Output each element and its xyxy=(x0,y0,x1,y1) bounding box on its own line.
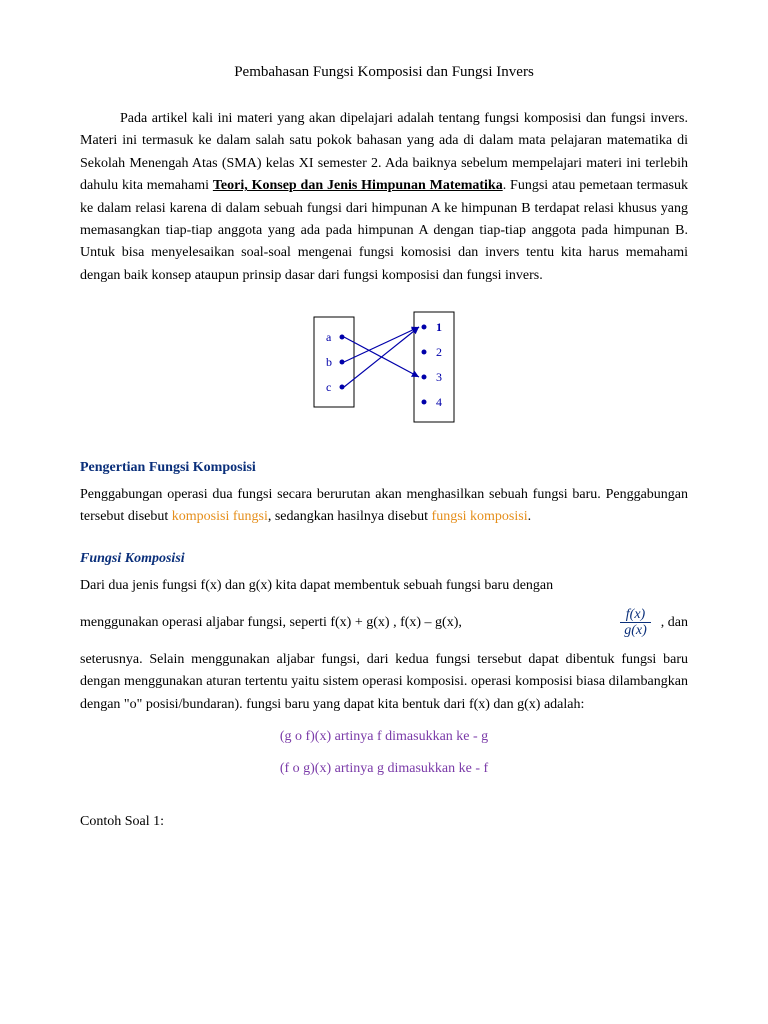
heading-pengertian: Pengertian Fungsi Komposisi xyxy=(80,457,688,479)
formula-1: (g o f)(x) artinya f dimasukkan ke - g xyxy=(80,726,688,748)
page-title: Pembahasan Fungsi Komposisi dan Fungsi I… xyxy=(80,60,688,84)
contoh-soal: Contoh Soal 1: xyxy=(80,811,688,833)
heading-fungsi-komposisi: Fungsi Komposisi xyxy=(80,548,688,570)
fraction-num: f(x) xyxy=(620,607,651,623)
label-c: c xyxy=(326,380,331,394)
sec2-line2b: , dan xyxy=(661,612,688,634)
sec1-t2: , sedangkan hasilnya disebut xyxy=(268,509,432,524)
mapping-diagram: a b c 1 2 3 4 xyxy=(80,307,688,427)
intro-link[interactable]: Teori, Konsep dan Jenis Himpunan Matemat… xyxy=(213,178,503,193)
label-1: 1 xyxy=(436,320,442,334)
pengertian-body: Penggabungan operasi dua fungsi secara b… xyxy=(80,484,688,529)
sec2-line1: Dari dua jenis fungsi f(x) dan g(x) kita… xyxy=(80,575,688,597)
fraction: f(x) g(x) xyxy=(620,607,651,639)
label-a: a xyxy=(326,330,332,344)
formula-2: (f o g)(x) artinya g dimasukkan ke - f xyxy=(80,758,688,780)
sec1-orange1: komposisi fungsi xyxy=(172,509,268,524)
mapping-svg: a b c 1 2 3 4 xyxy=(284,307,484,427)
fraction-den: g(x) xyxy=(620,623,651,638)
label-b: b xyxy=(326,355,332,369)
label-3: 3 xyxy=(436,370,442,384)
intro-text-2: . Fungsi atau pemetaan termasuk ke dalam… xyxy=(80,178,688,283)
sec1-t3: . xyxy=(528,509,532,524)
label-4: 4 xyxy=(436,395,442,409)
sec2-line3: seterusnya. Selain menggunakan aljabar f… xyxy=(80,649,688,716)
sec1-orange2: fungsi komposisi xyxy=(432,509,528,524)
intro-paragraph: Pada artikel kali ini materi yang akan d… xyxy=(80,108,688,287)
sec2-line2a: menggunakan operasi aljabar fungsi, sepe… xyxy=(80,612,462,634)
label-2: 2 xyxy=(436,345,442,359)
sec2-line2: menggunakan operasi aljabar fungsi, sepe… xyxy=(80,607,688,639)
